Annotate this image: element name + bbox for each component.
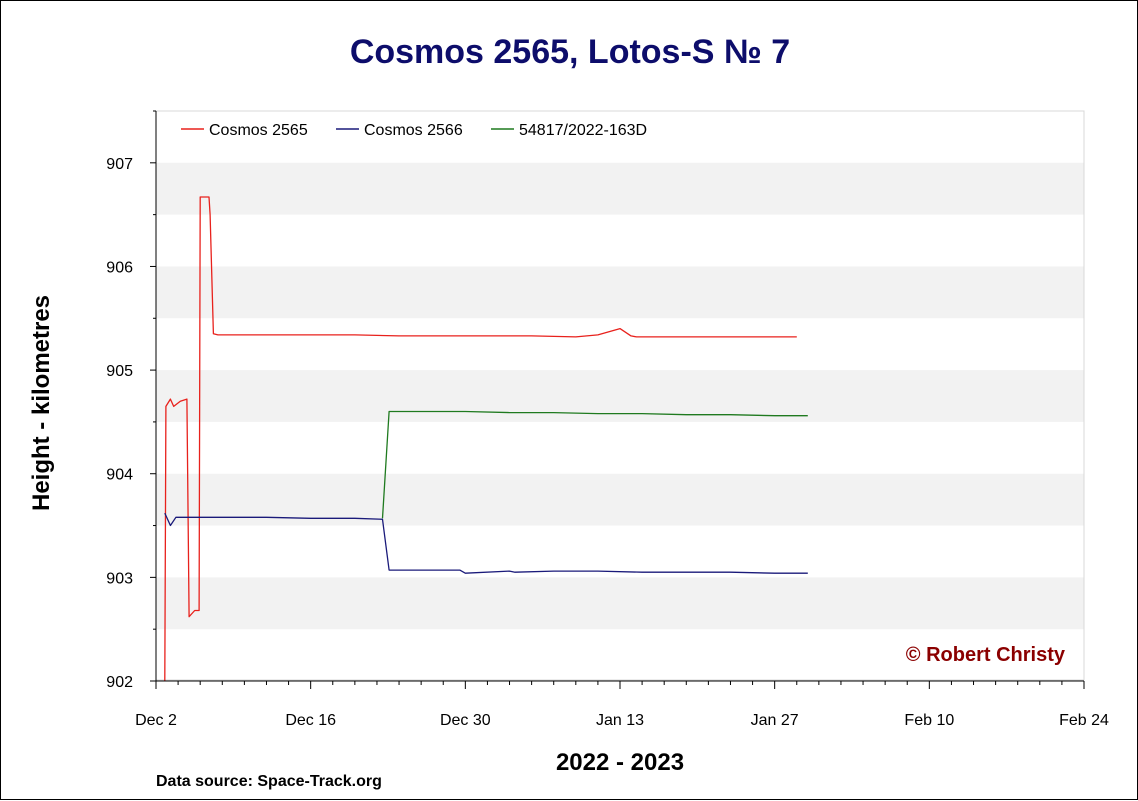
legend: Cosmos 2565 Cosmos 2566 54817/2022-163D: [181, 122, 647, 139]
x-tick-label: Jan 27: [751, 712, 799, 729]
series-line-54817-2022-163d: [381, 410, 808, 519]
x-ticks: Dec 2 Dec 16 Dec 30 Jan 13 Jan 27 Feb 10 Feb 2…: [135, 681, 1109, 729]
legend-label: Cosmos 2565: [209, 122, 308, 139]
data-source-note: Data source: Space-Track.org: [156, 773, 382, 790]
y-tick-label: 907: [106, 156, 133, 173]
x-axis-label: 2022 - 2023: [556, 749, 684, 776]
y-tick-label: 903: [106, 570, 133, 587]
series-line-cosmos-2565: [164, 196, 797, 682]
grid-band: [156, 577, 1084, 630]
y-tick-label: 906: [106, 259, 133, 276]
x-tick-label: Feb 10: [904, 712, 954, 729]
x-tick-label: Dec 16: [285, 712, 336, 729]
legend-label: Cosmos 2566: [364, 122, 463, 139]
grid-bands: [156, 162, 1084, 630]
x-tick-label: Feb 24: [1059, 712, 1109, 729]
x-tick-label: Dec 2: [135, 712, 177, 729]
grid-band: [156, 162, 1084, 215]
legend-label: 54817/2022-163D: [519, 122, 647, 139]
x-tick-label: Dec 30: [440, 712, 491, 729]
grid-band: [156, 473, 1084, 526]
y-tick-label: 902: [106, 674, 133, 691]
x-tick-label: Jan 13: [596, 712, 644, 729]
copyright-credit: © Robert Christy: [906, 644, 1066, 666]
grid-band: [156, 266, 1084, 319]
series-lines: [164, 196, 808, 682]
y-tick-label: 904: [106, 467, 133, 484]
chart-title: Cosmos 2565, Lotos-S № 7: [350, 33, 790, 71]
y-ticks: 902 903 904 905 906 907: [106, 110, 156, 691]
y-tick-label: 905: [106, 363, 133, 380]
series-line-cosmos-2566: [164, 512, 808, 574]
y-axis-label: Height - kilometres: [28, 295, 55, 511]
